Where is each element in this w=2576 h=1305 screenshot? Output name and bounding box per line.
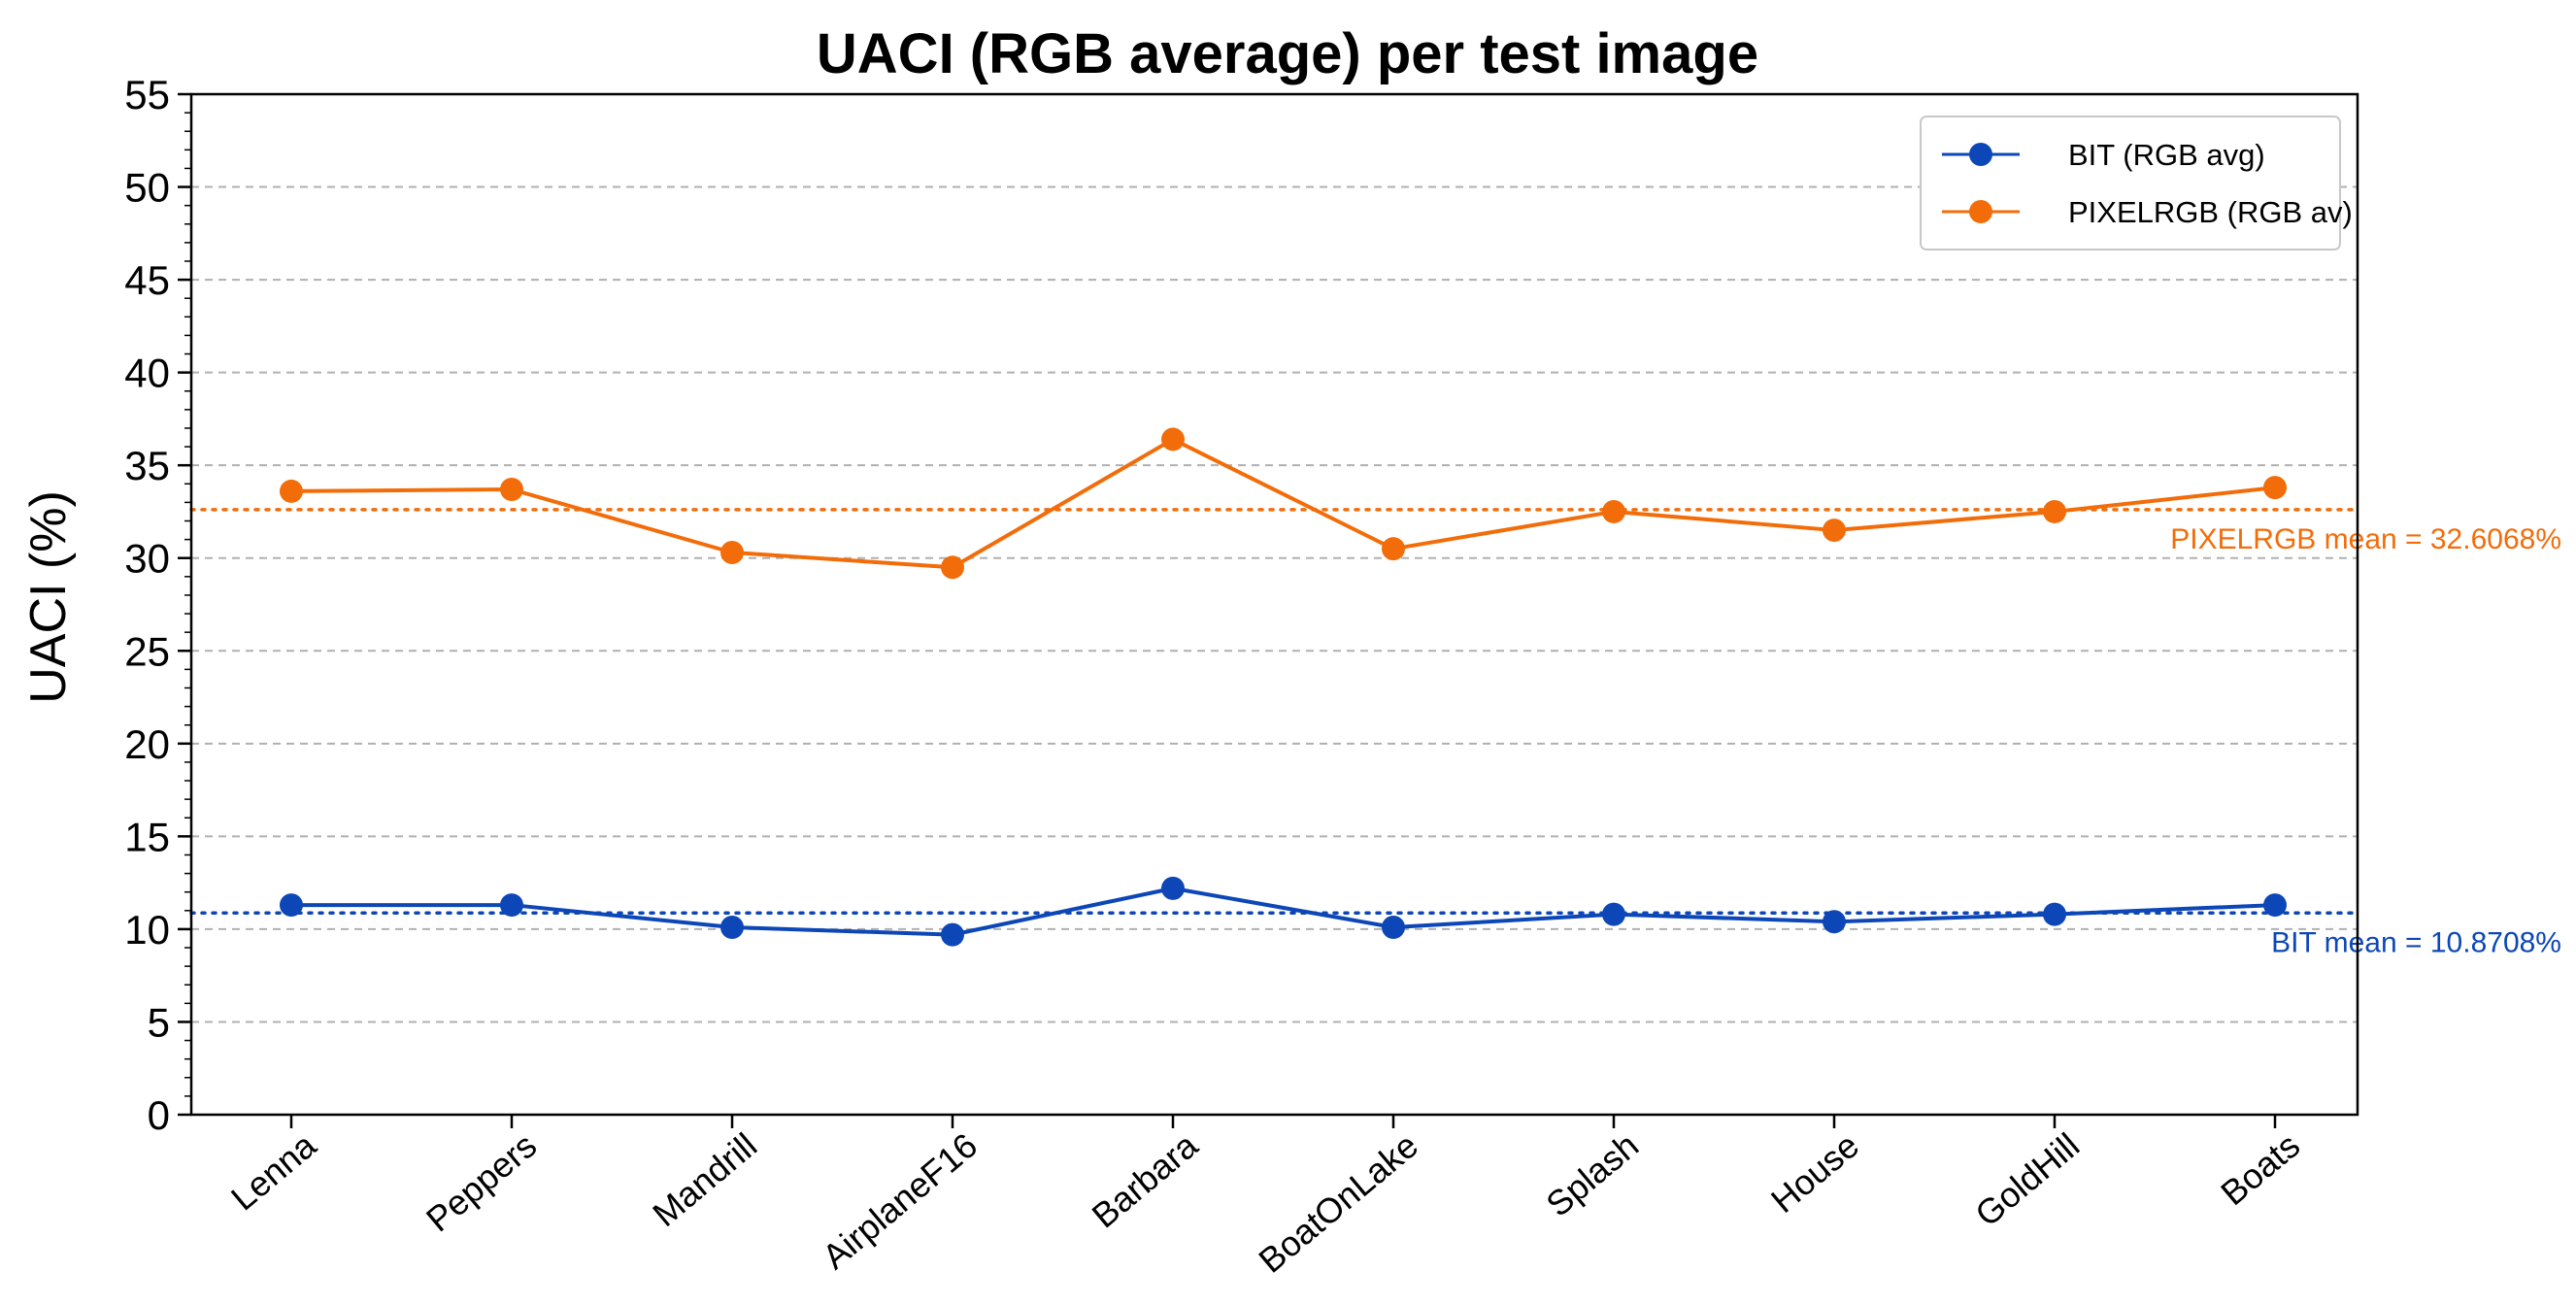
- point-pixelrgb-splash: [1602, 499, 1625, 523]
- x-tick-label-mandrill: Mandrill: [645, 1125, 764, 1234]
- point-bit-splash: [1602, 902, 1625, 926]
- y-tick-label-40: 40: [124, 351, 170, 396]
- series-lines: [280, 427, 2287, 947]
- point-pixelrgb-peppers: [500, 478, 523, 502]
- y-tick-label-35: 35: [124, 443, 170, 488]
- point-bit-goldhill: [2043, 902, 2066, 926]
- x-axis: Lenna Peppers Mandrill AirplaneF16 Barbara Bo…: [223, 1115, 2307, 1281]
- y-tick-label-20: 20: [124, 721, 170, 767]
- gridlines: [191, 185, 2358, 1023]
- point-bit-mandrill: [720, 915, 744, 939]
- point-pixelrgb-house: [1823, 519, 1846, 543]
- y-axis-label: UACI (%): [20, 490, 77, 704]
- point-pixelrgb-goldhill: [2043, 499, 2066, 523]
- legend-marker-pixelrgb: [1969, 200, 1992, 223]
- series-line-pixelrgb: [290, 437, 2276, 570]
- y-tick-label-25: 25: [124, 628, 170, 674]
- x-tick-label-lenna: Lenna: [223, 1124, 324, 1218]
- y-tick-label-55: 55: [124, 72, 170, 117]
- y-tick-label-50: 50: [124, 165, 170, 211]
- legend-label-bit: BIT (RGB avg): [2068, 138, 2265, 172]
- point-pixelrgb-barbara: [1161, 427, 1185, 452]
- mean-label-bit: BIT mean = 10.8708%: [2271, 926, 2561, 958]
- x-tick-label-splash: Splash: [1538, 1125, 1646, 1224]
- y-tick-label-15: 15: [124, 814, 170, 859]
- point-pixelrgb-boats: [2263, 476, 2287, 500]
- point-pixelrgb-airplanef16: [941, 555, 964, 580]
- y-tick-label-10: 10: [124, 907, 170, 953]
- x-tick-label-house: House: [1763, 1125, 1866, 1221]
- point-pixelrgb-mandrill: [720, 540, 744, 564]
- point-bit-airplanef16: [941, 922, 964, 947]
- x-tick-label-boatonlake: BoatOnLake: [1251, 1125, 1425, 1281]
- x-tick-label-barbara: Barbara: [1085, 1124, 1206, 1235]
- mean-lines: BIT mean = 10.8708% PIXELRGB mean = 32.60…: [189, 508, 2561, 958]
- x-tick-label-goldhill: GoldHill: [1967, 1125, 2087, 1234]
- y-tick-label-45: 45: [124, 257, 170, 303]
- point-bit-lenna: [280, 893, 303, 918]
- y-axis: 0 5 10 15 20 25 30 35 40 45 50 55: [124, 72, 191, 1138]
- y-tick-label-30: 30: [124, 536, 170, 582]
- point-pixelrgb-lenna: [280, 479, 303, 503]
- point-pixelrgb-boatonlake: [1382, 537, 1405, 561]
- point-bit-peppers: [500, 893, 523, 918]
- legend-label-pixelrgb: PIXELRGB (RGB av): [2068, 195, 2353, 229]
- legend-marker-bit: [1969, 143, 1992, 166]
- chart-title: UACI (RGB average) per test image: [817, 22, 1758, 85]
- y-tick-label-5: 5: [148, 999, 170, 1045]
- legend: BIT (RGB avg) PIXELRGB (RGB av): [1920, 116, 2353, 251]
- point-bit-boatonlake: [1382, 915, 1405, 939]
- point-bit-house: [1823, 910, 1846, 934]
- plot-area-frame: [189, 92, 2359, 1117]
- point-bit-barbara: [1161, 876, 1185, 900]
- x-tick-label-boats: Boats: [2213, 1125, 2307, 1214]
- legend-box: [1920, 116, 2341, 251]
- point-bit-boats: [2263, 893, 2287, 918]
- y-tick-label-0: 0: [148, 1092, 170, 1138]
- series-line-bit: [291, 886, 2276, 937]
- mean-label-pixelrgb: PIXELRGB mean = 32.6068%: [2170, 523, 2561, 555]
- x-tick-label-airplanef16: AirplaneF16: [815, 1125, 985, 1277]
- x-tick-label-peppers: Peppers: [418, 1125, 544, 1240]
